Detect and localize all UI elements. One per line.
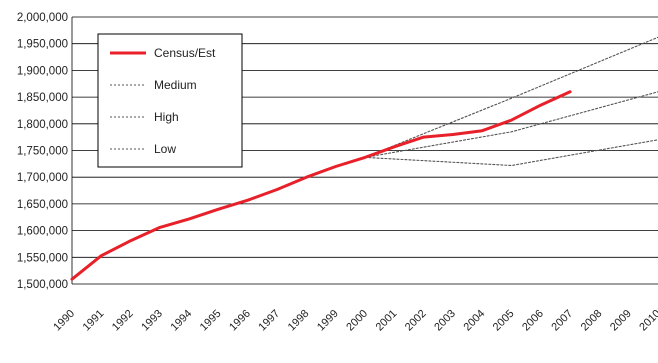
y-tick-label: 1,500,000 [17,279,68,291]
y-tick-label: 1,800,000 [17,119,68,131]
legend-box [97,33,243,168]
series-line-medium [364,91,658,158]
y-axis-ticks: 1,500,000 1,550,000 1,600,000 1,650,000 1,70… [17,12,68,291]
legend-label: High [154,110,179,124]
series-layer [70,36,658,281]
x-tick-label: 1990 [51,308,77,334]
series-line-low [364,139,658,167]
y-tick-label: 1,950,000 [17,39,68,51]
x-tick-label: 1991 [81,308,107,334]
x-tick-label: 1998 [286,308,312,334]
x-tick-label: 2005 [491,308,517,334]
x-tick-label: 2007 [549,308,575,334]
legend: Census/Est Medium High Low [97,33,243,168]
series-line-census-est [70,90,572,281]
x-tick-label: 1995 [198,308,224,334]
y-tick-label: 1,650,000 [17,199,68,211]
y-tick-label: 2,000,000 [17,12,68,24]
series-line-high [364,36,658,158]
y-tick-label: 1,750,000 [17,146,68,158]
y-tick-label: 1,550,000 [17,252,68,264]
legend-label: Medium [154,78,197,92]
x-tick-label: 2001 [374,308,400,334]
x-tick-label: 1997 [256,308,282,334]
x-tick-label: 2002 [403,308,429,334]
x-tick-label: 1994 [169,308,195,334]
x-tick-label: 2000 [344,308,370,334]
legend-label: Low [154,142,176,156]
x-tick-label: 2008 [579,308,605,334]
y-tick-label: 1,600,000 [17,226,68,238]
x-tick-label: 2003 [432,308,458,334]
y-tick-label: 1,850,000 [17,92,68,104]
legend-label: Census/Est [154,46,216,60]
x-tick-label: 2009 [608,308,634,334]
x-tick-label: 1999 [315,308,341,334]
x-tick-label: 1992 [110,308,136,334]
x-tick-label: 1993 [139,308,165,334]
x-tick-label: 2006 [520,308,546,334]
x-tick-label: 2010 [637,308,658,334]
y-tick-label: 1,900,000 [17,65,68,77]
x-tick-label: 1996 [227,308,253,334]
x-tick-label: 2004 [462,308,488,334]
y-tick-label: 1,700,000 [17,172,68,184]
x-axis-ticks: 1990 1991 1992 1993 1994 1995 1996 1997 1998 1999… [51,308,658,334]
